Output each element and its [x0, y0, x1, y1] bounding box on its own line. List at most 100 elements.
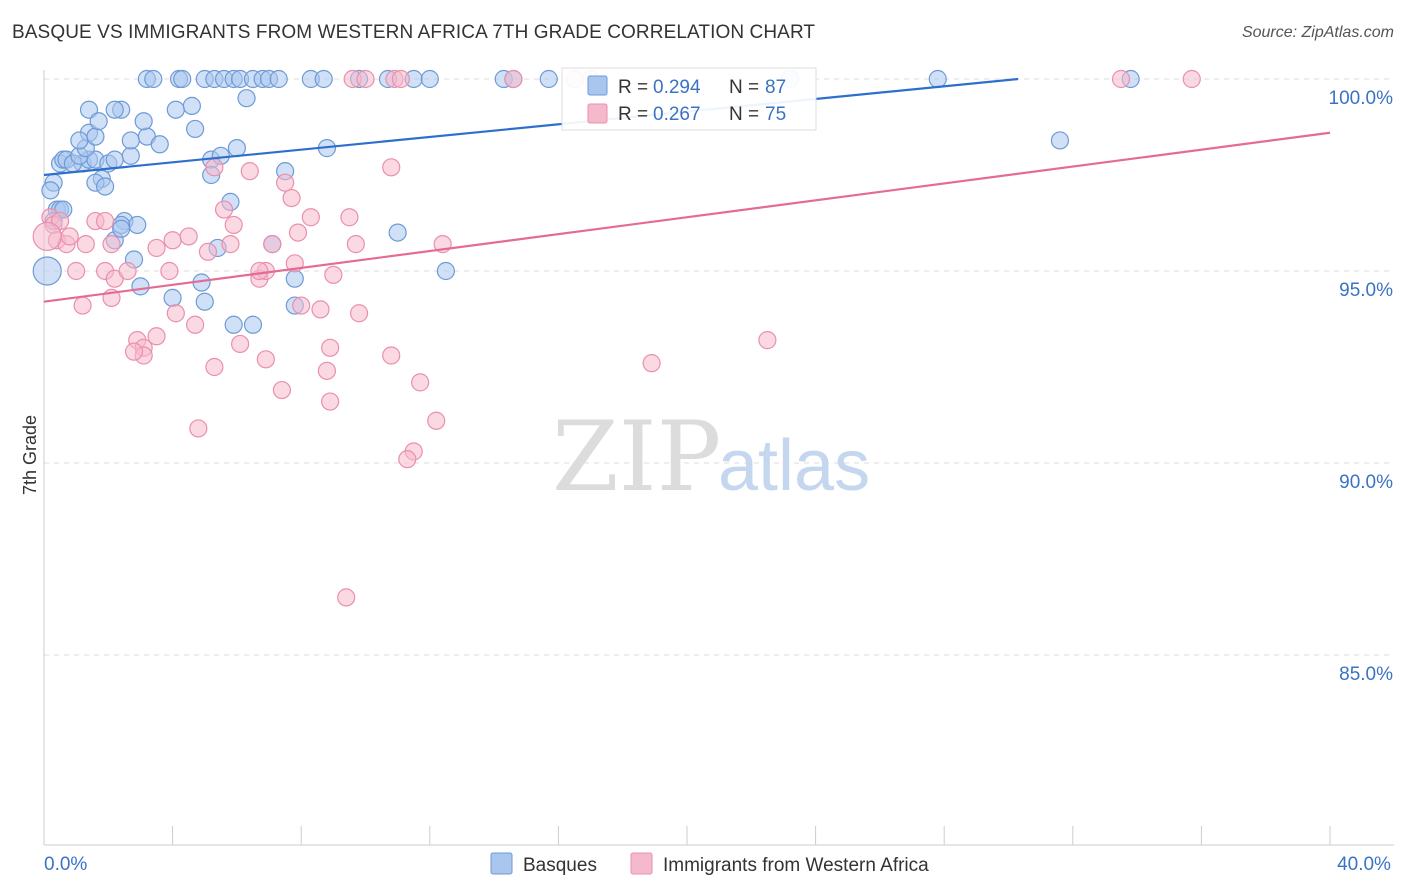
data-point — [398, 450, 417, 469]
data-point — [163, 288, 182, 307]
stats-n-value-basques: 87 — [765, 77, 786, 98]
y-axis-title: 7th Grade — [20, 415, 40, 495]
data-point — [105, 150, 124, 169]
y-tick-label: 90.0% — [1339, 472, 1393, 493]
data-point — [420, 69, 439, 89]
x-tick-label: 0.0% — [44, 854, 87, 875]
data-point — [269, 69, 288, 89]
data-point — [382, 158, 401, 177]
data-point — [124, 342, 144, 361]
data-point — [256, 350, 275, 369]
data-point — [163, 231, 182, 250]
data-point — [349, 304, 369, 323]
data-point — [243, 315, 263, 334]
data-point — [173, 69, 192, 89]
data-point — [250, 261, 269, 281]
watermark: ZIP atlas — [552, 401, 870, 513]
data-point — [179, 227, 198, 246]
data-point — [86, 127, 105, 146]
data-point — [214, 200, 234, 219]
data-point — [1111, 69, 1131, 89]
data-point — [95, 177, 115, 196]
data-points — [32, 69, 1201, 607]
data-point — [356, 69, 375, 89]
data-point — [121, 131, 140, 150]
data-point — [231, 334, 250, 354]
data-point — [240, 162, 259, 181]
data-point — [282, 188, 301, 208]
data-point — [272, 380, 292, 400]
data-point — [317, 361, 337, 380]
data-point — [221, 235, 240, 254]
data-point — [166, 100, 185, 119]
data-point — [198, 242, 218, 261]
series-legend: Basques Immigrants from Western Africa — [490, 852, 929, 876]
data-point — [285, 269, 304, 288]
data-point — [321, 338, 340, 357]
data-point — [121, 146, 140, 165]
stats-n-value-immigrants: 75 — [765, 104, 786, 125]
data-point — [314, 69, 333, 89]
chart-title: BASQUE VS IMMIGRANTS FROM WESTERN AFRICA… — [12, 22, 816, 43]
data-point — [758, 331, 777, 350]
series-basques-points — [41, 69, 1140, 334]
stats-r-value-immigrants: 0.267 — [653, 104, 701, 125]
data-point — [128, 215, 147, 235]
data-point — [411, 373, 430, 392]
data-point — [147, 327, 166, 346]
data-point — [292, 296, 311, 315]
data-point — [391, 69, 410, 89]
data-point — [227, 139, 246, 158]
data-point — [160, 261, 179, 281]
data-point — [32, 256, 62, 286]
data-point — [76, 235, 95, 254]
x-tick-label: 40.0% — [1337, 854, 1391, 875]
trend-line-immigrants — [43, 131, 1331, 303]
data-point — [224, 315, 243, 334]
data-point — [134, 112, 153, 131]
data-point — [436, 261, 455, 281]
axes: 100.0% 95.0% 90.0% 85.0% 0.0% 40.0% — [43, 70, 1394, 875]
source-credit: Source: ZipAtlas.com — [1241, 24, 1394, 41]
legend-swatch-basques — [490, 852, 513, 875]
watermark-atlas: atlas — [718, 426, 870, 506]
watermark-zip: ZIP — [552, 401, 721, 513]
data-point — [102, 235, 121, 254]
data-point — [539, 69, 558, 89]
data-point — [112, 219, 131, 238]
stats-swatch-immigrants — [587, 103, 608, 124]
data-point — [337, 588, 356, 607]
data-point — [237, 89, 256, 108]
data-point — [186, 315, 205, 334]
data-point — [504, 69, 523, 89]
data-point — [105, 100, 124, 119]
data-point — [73, 296, 92, 315]
data-point — [205, 357, 224, 377]
stats-r-label-1: R = — [618, 77, 648, 98]
stats-swatch-basques — [587, 75, 608, 96]
data-point — [186, 119, 205, 139]
data-point — [928, 69, 947, 89]
data-point — [166, 304, 185, 323]
data-point — [205, 158, 224, 177]
data-point — [89, 112, 108, 131]
y-tick-label: 95.0% — [1339, 280, 1393, 301]
data-point — [32, 221, 62, 252]
data-point — [321, 392, 340, 411]
data-point — [340, 208, 359, 227]
legend-label-immigrants: Immigrants from Western Africa — [663, 855, 929, 876]
data-point — [189, 419, 208, 438]
data-point — [324, 265, 343, 284]
data-point — [60, 227, 79, 246]
stats-r-label-2: R = — [618, 104, 648, 125]
stats-n-label-1: N = — [729, 77, 759, 98]
data-point — [118, 261, 137, 281]
data-point — [1050, 131, 1070, 150]
legend-label-basques: Basques — [523, 855, 597, 876]
stats-r-value-basques: 0.294 — [653, 77, 701, 98]
data-point — [301, 208, 320, 227]
data-point — [95, 211, 115, 231]
data-point — [288, 223, 308, 242]
data-point — [388, 223, 407, 242]
